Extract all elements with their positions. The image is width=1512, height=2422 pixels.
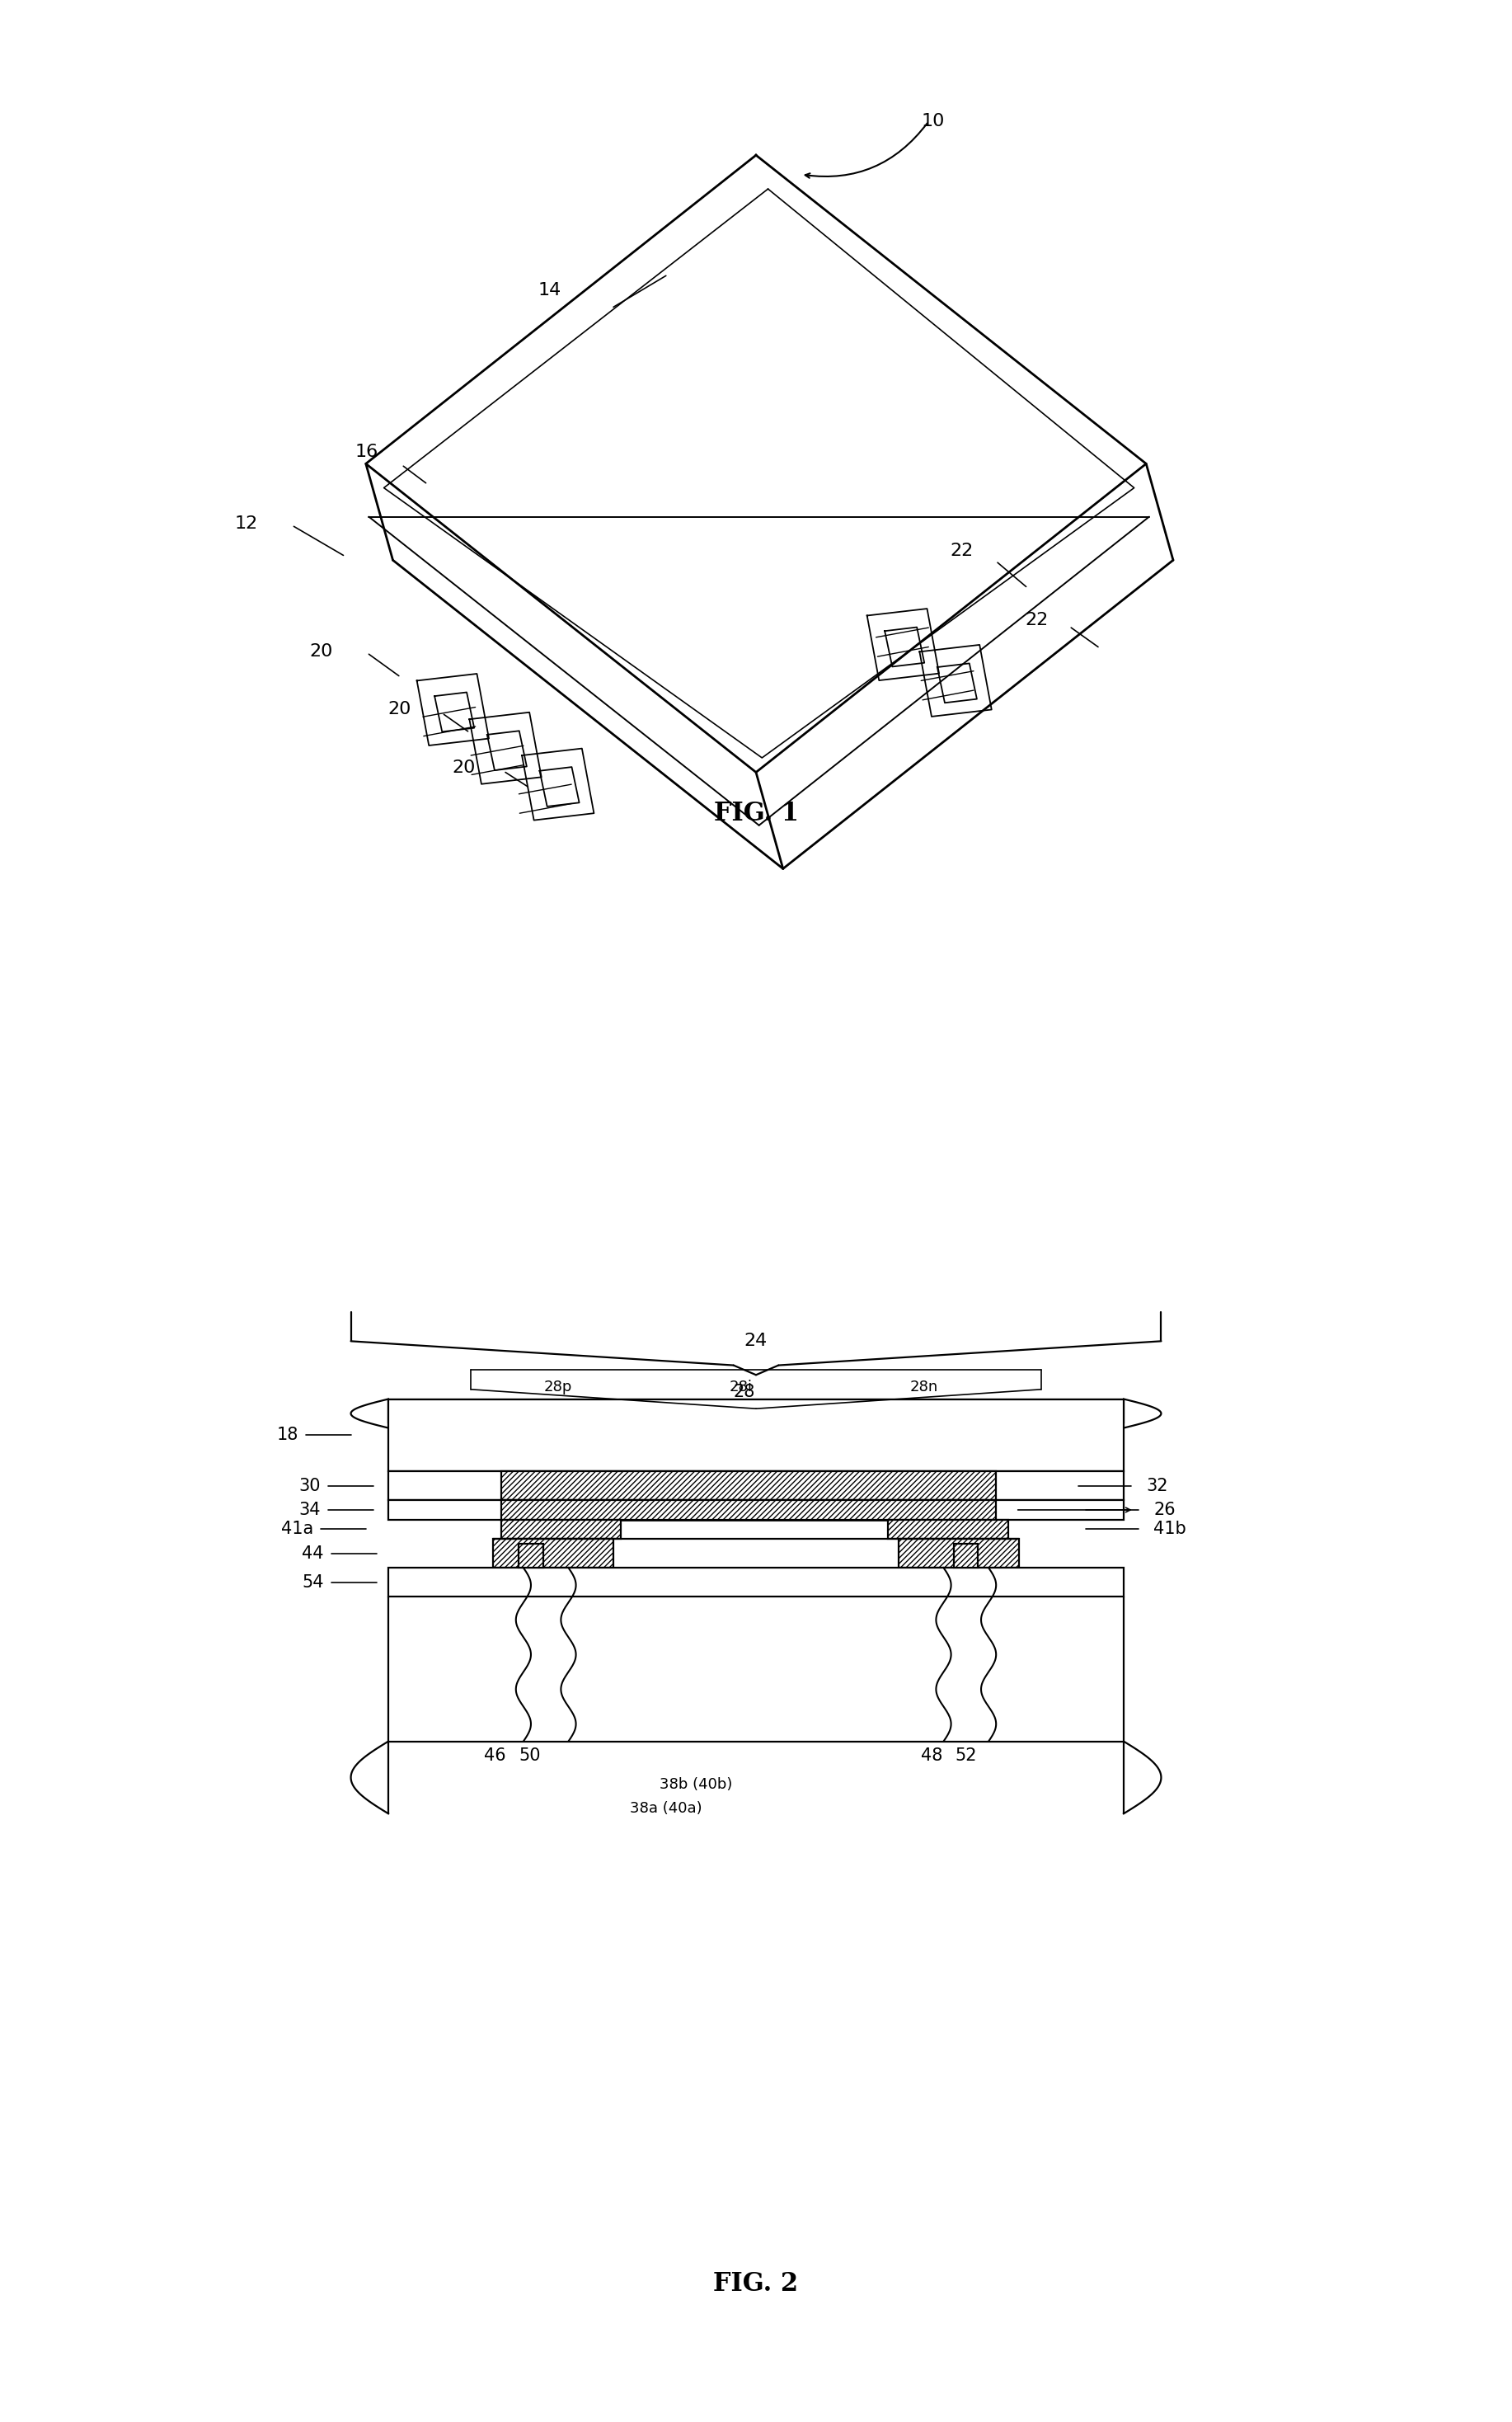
Text: 54: 54 (302, 1574, 324, 1591)
Text: 38a (40a): 38a (40a) (631, 1802, 702, 1816)
Bar (500, 1499, 996, 1519)
Text: 46: 46 (484, 1749, 507, 1763)
Text: FIG. 2: FIG. 2 (714, 2272, 798, 2296)
Text: 28i: 28i (729, 1381, 753, 1395)
Text: 20: 20 (387, 702, 411, 717)
Text: 28: 28 (733, 1383, 754, 1400)
Text: 20: 20 (452, 758, 475, 775)
Text: 12: 12 (234, 516, 259, 533)
Text: 50: 50 (519, 1749, 540, 1763)
Text: 41b: 41b (1154, 1521, 1187, 1538)
Text: 10: 10 (921, 114, 945, 131)
Text: 48: 48 (921, 1749, 942, 1763)
Bar (389, 1400, 1123, 1470)
Text: 24: 24 (744, 1332, 768, 1349)
Text: 18: 18 (277, 1427, 298, 1444)
Text: 32: 32 (1146, 1477, 1167, 1494)
Text: 20: 20 (310, 644, 333, 661)
Text: 22: 22 (950, 543, 974, 559)
Bar (389, 1470, 1123, 1499)
Text: FIG. 1: FIG. 1 (714, 802, 798, 826)
Text: 34: 34 (299, 1502, 321, 1519)
Text: 30: 30 (299, 1477, 321, 1494)
Text: 52: 52 (956, 1749, 977, 1763)
Bar (954, 1543, 978, 1567)
Text: 38b (40b): 38b (40b) (659, 1778, 732, 1792)
Text: 14: 14 (538, 281, 561, 298)
Text: 28p: 28p (544, 1381, 572, 1395)
Text: 41a: 41a (281, 1521, 313, 1538)
Text: 16: 16 (355, 443, 378, 460)
Bar (898, 1538, 1019, 1567)
Bar (519, 1543, 543, 1567)
Text: 28n: 28n (910, 1381, 937, 1395)
Bar (493, 1538, 614, 1567)
Bar (500, 1470, 996, 1499)
Bar (389, 1567, 1123, 1596)
Bar (389, 1499, 1123, 1519)
Text: 22: 22 (1025, 613, 1049, 630)
Text: 44: 44 (302, 1545, 324, 1562)
Bar (888, 1519, 1009, 1538)
Text: 26: 26 (1154, 1502, 1176, 1519)
Bar (500, 1519, 621, 1538)
